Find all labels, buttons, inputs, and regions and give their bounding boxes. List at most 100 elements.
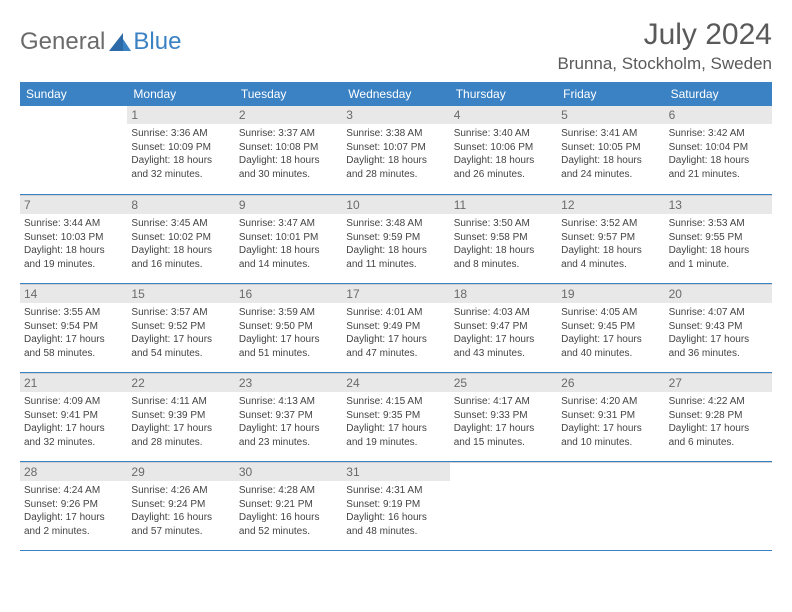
calendar-cell: 24 Sunrise: 4:15 AMSunset: 9:35 PMDayligh… (342, 373, 449, 461)
calendar-cell: 22 Sunrise: 4:11 AMSunset: 9:39 PMDayligh… (127, 373, 234, 461)
calendar-cell: 16 Sunrise: 3:59 AMSunset: 9:50 PMDayligh… (235, 284, 342, 372)
day-info: Sunrise: 3:41 AMSunset: 10:05 PMDaylight… (561, 127, 660, 181)
calendar-cell: 13 Sunrise: 3:53 AMSunset: 9:55 PMDayligh… (665, 195, 772, 283)
logo: General Blue (20, 18, 181, 56)
calendar-cell: 7 Sunrise: 3:44 AMSunset: 10:03 PMDayligh… (20, 195, 127, 283)
calendar-cell: 27Sunrise: 4:22 AMSunset: 9:28 PMDayligh… (665, 373, 772, 461)
day-number: 20 (665, 285, 772, 303)
calendar-cell: . (665, 462, 772, 550)
day-info: Sunrise: 4:03 AMSunset: 9:47 PMDaylight:… (454, 306, 553, 360)
day-number: 1 (127, 106, 234, 124)
title-block: July 2024 Brunna, Stockholm, Sweden (557, 18, 772, 74)
calendar-cell: 10Sunrise: 3:48 AMSunset: 9:59 PMDayligh… (342, 195, 449, 283)
day-number: 18 (450, 285, 557, 303)
logo-text-general: General (20, 28, 105, 56)
day-number: 12 (557, 196, 664, 214)
month-title: July 2024 (557, 18, 772, 52)
day-info: Sunrise: 3:38 AMSunset: 10:07 PMDaylight… (346, 127, 445, 181)
calendar-cell: 1Sunrise: 3:36 AMSunset: 10:09 PMDayligh… (127, 106, 234, 194)
day-number: 26 (557, 374, 664, 392)
day-info: Sunrise: 3:50 AMSunset: 9:58 PMDaylight:… (454, 217, 553, 271)
calendar-cell: 25Sunrise: 4:17 AMSunset: 9:33 PMDayligh… (450, 373, 557, 461)
day-number: 11 (450, 196, 557, 214)
logo-text-blue: Blue (133, 28, 181, 56)
day-number: 9 (235, 196, 342, 214)
calendar-cell: 8Sunrise: 3:45 AMSunset: 10:02 PMDayligh… (127, 195, 234, 283)
calendar-week: 14Sunrise: 3:55 AMSunset: 9:54 PMDayligh… (20, 284, 772, 373)
day-number: 19 (557, 285, 664, 303)
weekday-label: Wednesday (342, 82, 449, 106)
day-number: 13 (665, 196, 772, 214)
calendar-week: 28 Sunrise: 4:24 AMSunset: 9:26 PMDayligh… (20, 462, 772, 551)
day-number: 5 (557, 106, 664, 124)
day-info: Sunrise: 4:11 AMSunset: 9:39 PMDaylight:… (131, 395, 230, 449)
day-info: Sunrise: 3:40 AMSunset: 10:06 PMDaylight… (454, 127, 553, 181)
day-info: Sunrise: 4:31 AMSunset: 9:19 PMDaylight:… (346, 484, 445, 538)
day-info: Sunrise: 4:05 AMSunset: 9:45 PMDaylight:… (561, 306, 660, 360)
calendar-cell: 18 Sunrise: 4:03 AMSunset: 9:47 PMDayligh… (450, 284, 557, 372)
calendar-cell: . (20, 106, 127, 194)
day-info: Sunrise: 3:47 AMSunset: 10:01 PMDaylight… (239, 217, 338, 271)
day-number: 29 (127, 463, 234, 481)
day-number: 30 (235, 463, 342, 481)
day-info: Sunrise: 3:55 AMSunset: 9:54 PMDaylight:… (24, 306, 123, 360)
calendar-cell: 14Sunrise: 3:55 AMSunset: 9:54 PMDayligh… (20, 284, 127, 372)
calendar-cell: 17Sunrise: 4:01 AMSunset: 9:49 PMDayligh… (342, 284, 449, 372)
weekday-label: Friday (557, 82, 664, 106)
day-number: 28 (20, 463, 127, 481)
calendar-week: 21 Sunrise: 4:09 AMSunset: 9:41 PMDayligh… (20, 373, 772, 462)
calendar-cell: 12 Sunrise: 3:52 AMSunset: 9:57 PMDayligh… (557, 195, 664, 283)
calendar-cell: 9 Sunrise: 3:47 AMSunset: 10:01 PMDayligh… (235, 195, 342, 283)
location-text: Brunna, Stockholm, Sweden (557, 54, 772, 74)
day-info: Sunrise: 4:20 AMSunset: 9:31 PMDaylight:… (561, 395, 660, 449)
day-info: Sunrise: 3:48 AMSunset: 9:59 PMDaylight:… (346, 217, 445, 271)
calendar-cell: 6 Sunrise: 3:42 AMSunset: 10:04 PMDayligh… (665, 106, 772, 194)
weekday-label: Tuesday (235, 82, 342, 106)
calendar-cell: . (557, 462, 664, 550)
calendar-cell: 3 Sunrise: 3:38 AMSunset: 10:07 PMDayligh… (342, 106, 449, 194)
day-info: Sunrise: 3:37 AMSunset: 10:08 PMDaylight… (239, 127, 338, 181)
weekday-label: Monday (127, 82, 234, 106)
day-number: 23 (235, 374, 342, 392)
weekday-label: Thursday (450, 82, 557, 106)
day-number: 4 (450, 106, 557, 124)
calendar-cell: 23Sunrise: 4:13 AMSunset: 9:37 PMDayligh… (235, 373, 342, 461)
page-header: General Blue July 2024 Brunna, Stockholm… (20, 18, 772, 74)
day-number: 3 (342, 106, 449, 124)
day-number: 24 (342, 374, 449, 392)
day-number: 15 (127, 285, 234, 303)
day-info: Sunrise: 3:44 AMSunset: 10:03 PMDaylight… (24, 217, 123, 271)
day-info: Sunrise: 4:24 AMSunset: 9:26 PMDaylight:… (24, 484, 123, 538)
calendar-cell: 20 Sunrise: 4:07 AMSunset: 9:43 PMDayligh… (665, 284, 772, 372)
calendar-cell: 2 Sunrise: 3:37 AMSunset: 10:08 PMDayligh… (235, 106, 342, 194)
day-number: 6 (665, 106, 772, 124)
calendar-cell: 30Sunrise: 4:28 AMSunset: 9:21 PMDayligh… (235, 462, 342, 550)
calendar-cell: 28 Sunrise: 4:24 AMSunset: 9:26 PMDayligh… (20, 462, 127, 550)
day-number: 16 (235, 285, 342, 303)
day-number: 2 (235, 106, 342, 124)
day-info: Sunrise: 4:15 AMSunset: 9:35 PMDaylight:… (346, 395, 445, 449)
calendar-cell: 29 Sunrise: 4:26 AMSunset: 9:24 PMDayligh… (127, 462, 234, 550)
day-info: Sunrise: 3:57 AMSunset: 9:52 PMDaylight:… (131, 306, 230, 360)
calendar-cell: 19 Sunrise: 4:05 AMSunset: 9:45 PMDayligh… (557, 284, 664, 372)
day-info: Sunrise: 4:09 AMSunset: 9:41 PMDaylight:… (24, 395, 123, 449)
calendar-cell: 4 Sunrise: 3:40 AMSunset: 10:06 PMDayligh… (450, 106, 557, 194)
calendar: Sunday Monday Tuesday Wednesday Thursday… (20, 82, 772, 551)
calendar-cell: 31Sunrise: 4:31 AMSunset: 9:19 PMDayligh… (342, 462, 449, 550)
day-info: Sunrise: 3:53 AMSunset: 9:55 PMDaylight:… (669, 217, 768, 271)
calendar-cell: 21 Sunrise: 4:09 AMSunset: 9:41 PMDayligh… (20, 373, 127, 461)
day-info: Sunrise: 3:42 AMSunset: 10:04 PMDaylight… (669, 127, 768, 181)
day-info: Sunrise: 4:26 AMSunset: 9:24 PMDaylight:… (131, 484, 230, 538)
day-info: Sunrise: 3:59 AMSunset: 9:50 PMDaylight:… (239, 306, 338, 360)
day-info: Sunrise: 4:17 AMSunset: 9:33 PMDaylight:… (454, 395, 553, 449)
day-number: 22 (127, 374, 234, 392)
calendar-week: 7 Sunrise: 3:44 AMSunset: 10:03 PMDayligh… (20, 195, 772, 284)
day-info: Sunrise: 3:52 AMSunset: 9:57 PMDaylight:… (561, 217, 660, 271)
day-number: 17 (342, 285, 449, 303)
calendar-cell: 26 Sunrise: 4:20 AMSunset: 9:31 PMDayligh… (557, 373, 664, 461)
day-number: 7 (20, 196, 127, 214)
day-number: 21 (20, 374, 127, 392)
day-info: Sunrise: 4:07 AMSunset: 9:43 PMDaylight:… (669, 306, 768, 360)
day-info: Sunrise: 3:45 AMSunset: 10:02 PMDaylight… (131, 217, 230, 271)
calendar-week: .1Sunrise: 3:36 AMSunset: 10:09 PMDaylig… (20, 106, 772, 195)
